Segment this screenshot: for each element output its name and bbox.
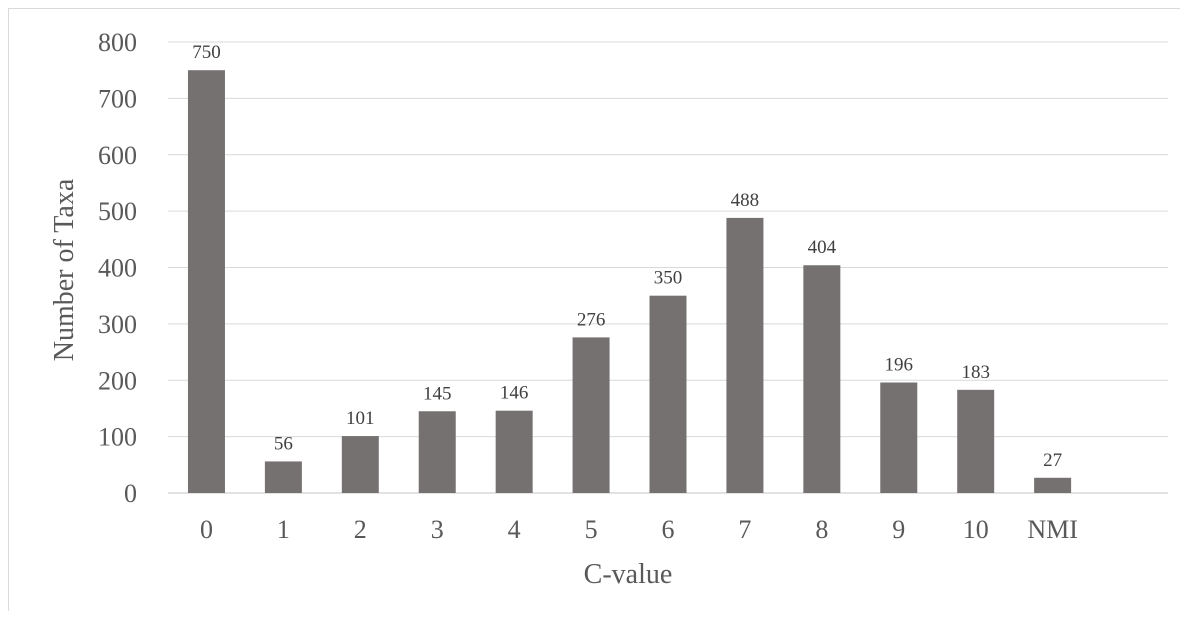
bar-10 [957,389,995,493]
data-label: 196 [885,355,914,376]
data-label: 56 [274,433,293,454]
y-tick-label: 500 [98,197,137,226]
x-axis-title: C-value [584,559,673,590]
x-tick-label: 8 [815,515,828,544]
data-label: 146 [500,383,529,404]
bar-9 [880,382,918,493]
y-tick-label: 600 [98,141,137,170]
data-label: 350 [654,268,683,289]
x-tick-label: NMI [1027,515,1078,544]
x-tick-label: 7 [738,515,751,544]
y-axis-ticks: 0 100 200 300 400 500 600 700 800 [98,28,137,508]
bar-2 [341,436,379,493]
x-tick-label: 1 [277,515,290,544]
y-tick-label: 200 [98,366,137,395]
data-label: 101 [346,408,375,429]
x-tick-label: 2 [354,515,367,544]
data-label: 27 [1043,450,1062,471]
data-label: 404 [808,237,837,258]
bar-0 [187,70,225,493]
bar-4 [495,410,533,493]
bar-5 [572,337,610,493]
x-tick-label: 9 [892,515,905,544]
y-tick-label: 100 [98,423,137,452]
data-label: 488 [731,190,760,211]
data-label: 276 [577,309,606,330]
x-tick-label: 6 [662,515,675,544]
y-tick-label: 400 [98,254,137,283]
bar-6 [649,295,687,493]
y-tick-label: 800 [98,28,137,57]
y-axis-title: Number of Taxa [49,178,80,361]
bars [187,70,1072,493]
bar-7 [726,217,764,493]
x-tick-label: 5 [585,515,598,544]
data-label: 750 [192,42,221,63]
x-tick-label: 0 [200,515,213,544]
x-tick-label: 10 [963,515,989,544]
data-label: 145 [423,383,452,404]
x-tick-label: 4 [508,515,521,544]
bar-3 [418,411,456,493]
y-tick-label: 0 [124,479,137,508]
y-tick-label: 700 [98,84,137,113]
x-tick-label: 3 [431,515,444,544]
data-labels: 750 56 101 145 146 276 350 488 404 196 183 27 [192,42,1062,471]
bar-NMI [1034,477,1072,493]
bar-1 [264,461,302,493]
x-axis-ticks: 0 1 2 3 4 5 6 7 8 9 10 NMI [200,515,1078,544]
y-tick-label: 300 [98,310,137,339]
data-label: 183 [961,362,990,383]
bar-8 [803,265,841,493]
chart-frame [8,8,1180,611]
